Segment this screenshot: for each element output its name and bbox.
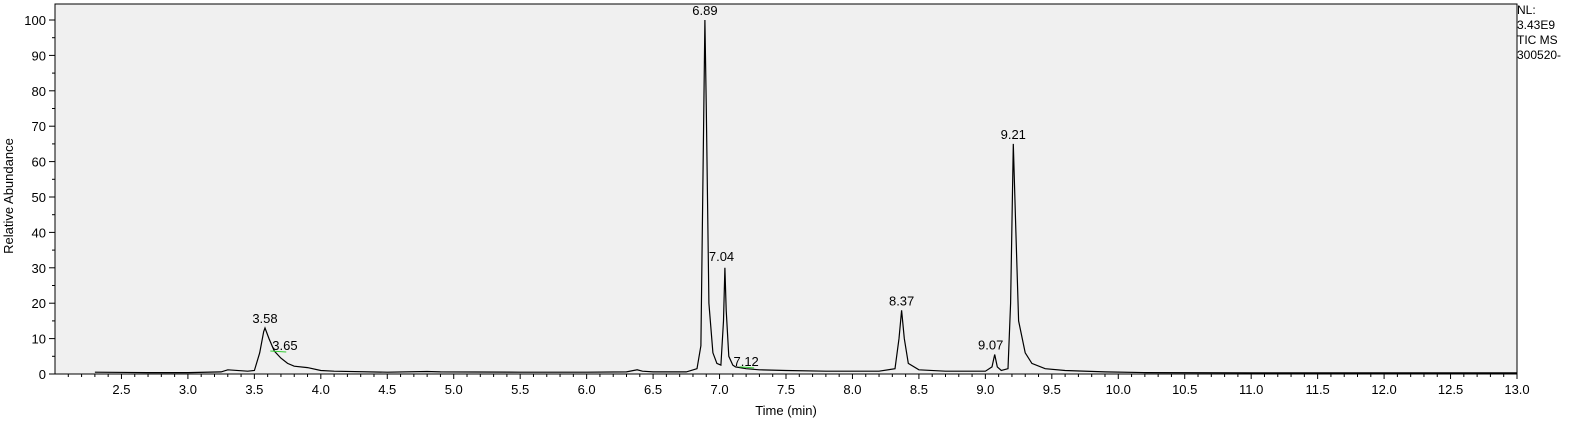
y-tick-label: 60	[32, 155, 46, 170]
x-axis: 2.5 3.0 3.5 4.0 4.5 5.0 5.5 6.0 6.5 7.0 7.5 8.0 8.5 9…	[67, 374, 1530, 397]
x-tick-label: 5.0	[445, 382, 463, 397]
plot-area	[54, 3, 1518, 375]
x-tick-label: 6.5	[644, 382, 662, 397]
y-axis-title: Relative Abundance	[1, 138, 16, 254]
x-tick-label: 2.5	[112, 382, 130, 397]
peak-labels: 3.58 3.65 6.89 7.04 7.12 8.37 9.07 9.21	[252, 3, 1026, 369]
peak-label: 3.65	[272, 338, 297, 353]
x-tick-label: 8.5	[910, 382, 928, 397]
peak-label: 3.58	[252, 311, 277, 326]
y-tick-label: 50	[32, 190, 46, 205]
x-tick-label: 12.5	[1438, 382, 1463, 397]
x-tick-label: 7.5	[777, 382, 795, 397]
x-tick-label: 4.0	[312, 382, 330, 397]
x-tick-label: 5.5	[511, 382, 529, 397]
peak-label: 8.37	[889, 293, 914, 308]
y-tick-label: 90	[32, 48, 46, 63]
y-axis: 0 10 20 30 40 50 60 70 80 90 100	[24, 13, 55, 382]
x-tick-label: 10.0	[1106, 382, 1131, 397]
y-tick-label: 70	[32, 119, 46, 134]
x-tick-label: 11.0	[1239, 382, 1263, 397]
integration-mark	[270, 350, 287, 353]
x-tick-label: 3.5	[245, 382, 263, 397]
y-tick-label: 10	[32, 332, 46, 347]
nl-value: 3.43E9	[1517, 18, 1556, 32]
y-tick-label: 100	[24, 13, 46, 28]
integration-marks	[270, 350, 755, 369]
peak-label: 9.07	[978, 338, 1003, 353]
x-axis-title: Time (min)	[755, 403, 817, 418]
nl-label: NL:	[1517, 3, 1536, 17]
integration-mark	[739, 366, 755, 369]
y-tick-label: 0	[39, 367, 46, 382]
x-tick-label: 10.5	[1172, 382, 1197, 397]
tic-trace	[94, 19, 1517, 374]
file-name: 300520-	[1517, 48, 1562, 62]
x-tick-label: 12.0	[1371, 382, 1396, 397]
peak-label: 9.21	[1001, 127, 1026, 142]
peak-label: 7.12	[733, 354, 758, 369]
y-tick-label: 20	[32, 296, 46, 311]
y-tick-label: 80	[32, 84, 46, 99]
x-tick-label: 6.0	[578, 382, 596, 397]
x-tick-label: 3.0	[179, 382, 197, 397]
peak-label: 7.04	[709, 249, 734, 264]
y-tick-label: 40	[32, 225, 46, 240]
x-tick-label: 9.5	[1043, 382, 1061, 397]
x-tick-label: 8.0	[843, 382, 861, 397]
info-panel: NL: 3.43E9 TIC MS 300520-	[1517, 3, 1561, 63]
x-tick-label: 9.0	[976, 382, 994, 397]
x-tick-label: 7.0	[711, 382, 729, 397]
x-tick-label: 11.5	[1305, 382, 1329, 397]
y-tick-label: 30	[32, 261, 46, 276]
peak-label: 6.89	[692, 3, 717, 18]
scan-type: TIC MS	[1517, 33, 1558, 47]
x-tick-label: 13.0	[1504, 382, 1529, 397]
x-tick-label: 4.5	[378, 382, 396, 397]
